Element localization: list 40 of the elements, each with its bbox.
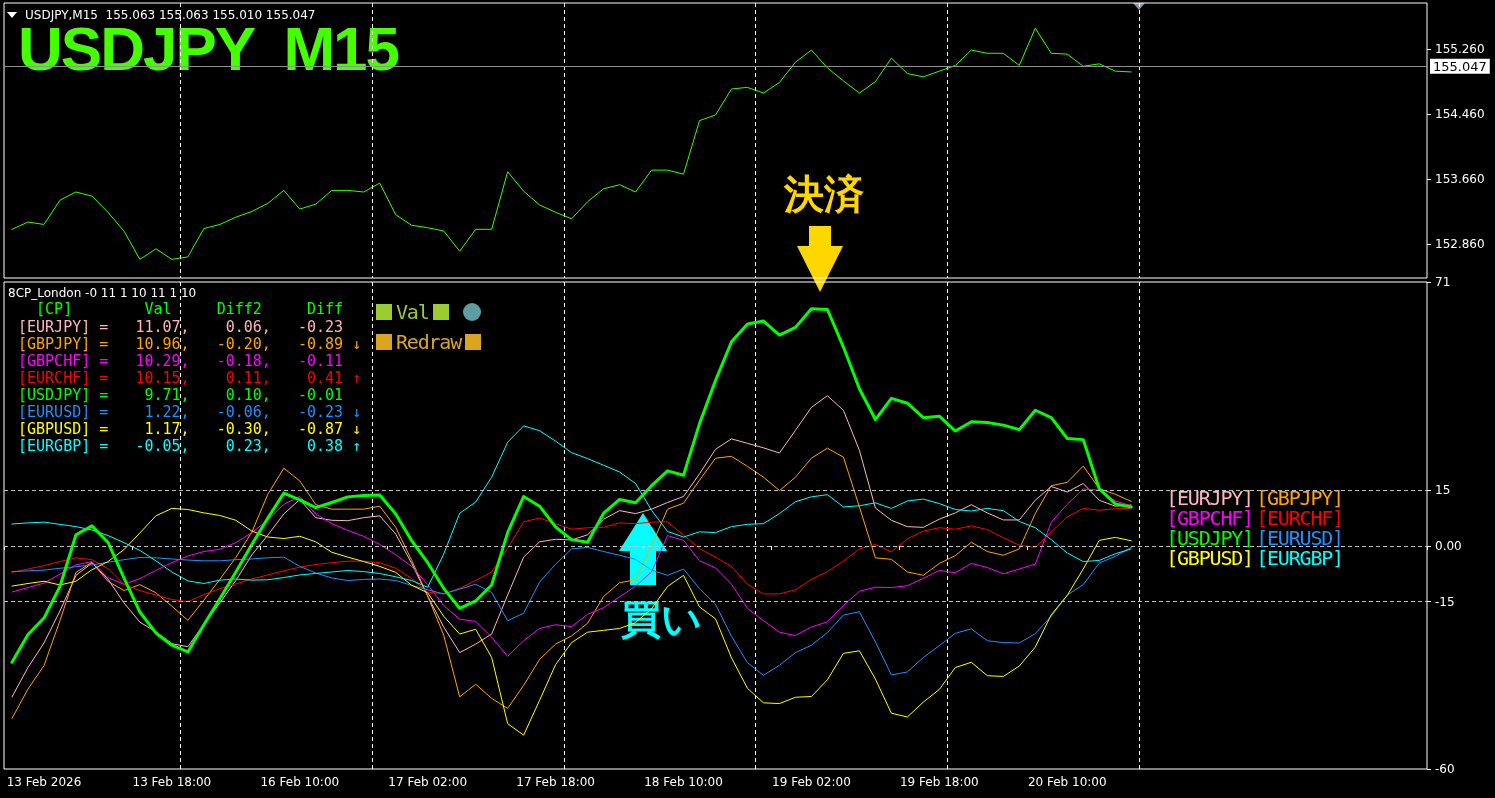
x-tick-label: 18 Feb 10:00 (644, 775, 723, 789)
text: [GBPJPY] (1256, 486, 1343, 510)
line-series (11, 507, 1132, 736)
x-tick-label: 16 Feb 10:00 (260, 775, 340, 789)
y-tick-label: 71 (1435, 275, 1451, 289)
y-tick-label: 154.460 (1435, 107, 1485, 122)
y-tick-label: 0.00 (1435, 538, 1462, 553)
annotation: [GBPUSD] = 1.17, -0.30, -0.87 ↓ (18, 420, 362, 438)
annotation: [GBPJPY] = 10.96, -0.20, -0.89 ↓ (18, 335, 362, 353)
annotation: Redraw (396, 330, 462, 354)
annotation: [EURGBP] = -0.05, 0.23, 0.38 ↑ (18, 437, 362, 455)
annotation: 決済 (784, 171, 864, 217)
series-label: [EURJPY] (1166, 486, 1253, 510)
annotation: [CP] Val Diff2 Diff (36, 300, 344, 318)
x-tick-label: 17 Feb 18:00 (516, 775, 595, 789)
x-tick-label: 13 Feb 2026 (6, 775, 82, 789)
x-tick-label: 20 Feb 10:00 (1027, 775, 1107, 789)
y-tick-label: 153.660 (1435, 172, 1485, 187)
y-tick-label: -15 (1435, 594, 1455, 609)
line-series (11, 27, 1132, 260)
x-tick-label: 17 Feb 02:00 (388, 775, 468, 789)
annotation: [USDJPY] = 9.71, 0.10, -0.01 (18, 386, 344, 404)
annotation: [EURCHF] = 10.15, 0.11, 0.41 ↑ (18, 369, 362, 387)
line-series (11, 507, 1132, 603)
ref-line-label: 155.047 (1433, 58, 1487, 74)
x-tick-label: 19 Feb 02:00 (772, 775, 851, 789)
line-series (11, 546, 1132, 676)
line-series (11, 488, 1132, 657)
annotation: Val (396, 300, 429, 324)
chart-subtitle: USDJPY,M15 155.063 155.063 155.010 155.047 (25, 8, 316, 22)
chart-title: 8CP_London -0 11 1 10 11 1 10 (8, 286, 197, 300)
annotation: [GBPCHF] = 10.29, -0.18, -0.11 (18, 352, 344, 370)
y-tick-label: 152.860 (1435, 236, 1485, 251)
y-tick-label: -60 (1435, 762, 1455, 776)
y-tick-label: 155.260 (1435, 42, 1485, 57)
annotation: [EURUSD] = 1.22, -0.06, -0.23 ↓ (18, 403, 362, 421)
annotation: [EURJPY] = 11.07, 0.06, -0.23 (18, 318, 344, 336)
x-tick-label: 13 Feb 18:00 (132, 775, 212, 789)
x-tick-label: 19 Feb 18:00 (899, 775, 979, 789)
y-tick-label: 15 (1435, 483, 1451, 498)
